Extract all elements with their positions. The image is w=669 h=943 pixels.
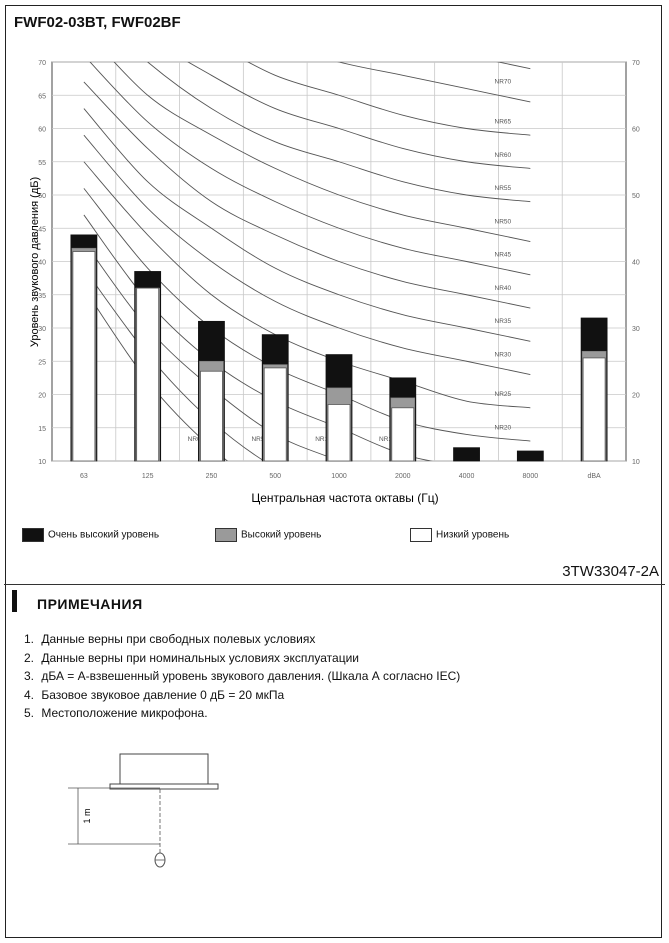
- model-title: FWF02-03BT, FWF02BF: [14, 14, 181, 31]
- nr-curve-nr35: [83, 108, 531, 342]
- nr-curve-nr40: [83, 81, 531, 309]
- bar-very-high-4000: [453, 447, 480, 462]
- x-tick-label: 2000: [395, 473, 411, 480]
- right-tick-label: 70: [632, 60, 640, 67]
- x-tick-label: 8000: [523, 473, 539, 480]
- bar-low-500: [263, 367, 287, 462]
- nr-curve-label: NR50: [495, 218, 512, 225]
- y-tick-label: 65: [38, 93, 46, 100]
- nr-curve-label: NR10: [315, 436, 332, 443]
- divider: [4, 584, 665, 585]
- nr-curve-nr45: [89, 62, 531, 276]
- legend-label-very-high: Очень высокий уровень: [48, 529, 160, 541]
- nr-curve-nr30: [83, 134, 531, 375]
- legend-item-low: Низкий уровень: [410, 528, 509, 542]
- x-tick-label: 1000: [331, 473, 347, 480]
- legend-label-low: Низкий уровень: [436, 529, 510, 541]
- x-tick-label: 63: [80, 473, 88, 480]
- y-tick-label: 30: [38, 326, 46, 333]
- y-tick-label: 15: [38, 426, 46, 433]
- nr-curve-label: NR70: [495, 79, 512, 86]
- y-axis-label: Уровень звукового давления (дБ): [29, 177, 41, 347]
- bar-low-125: [136, 287, 160, 462]
- nr-curve-nr60: [187, 62, 531, 169]
- microphone-location-diagram: 1 m: [68, 753, 219, 868]
- nr-curve-nr65: [246, 62, 531, 136]
- right-tick-label: 40: [632, 260, 640, 267]
- nr-curve-nr70: [337, 62, 531, 103]
- chart-bars: [70, 234, 608, 462]
- right-tick-label: 50: [632, 193, 640, 200]
- document-id: 3TW33047-2A: [562, 563, 659, 580]
- notes-list: 1. Данные верны при свободных полевых ус…: [24, 630, 460, 723]
- y-tick-label: 10: [38, 459, 46, 466]
- x-tick-label: dBA: [587, 473, 601, 480]
- nr-curve-label: NR15: [379, 436, 396, 443]
- microphone-icon: [154, 852, 166, 868]
- bar-low-63: [72, 251, 96, 462]
- y-tick-label: 55: [38, 160, 46, 167]
- note-item: 5. Местоположение микрофона.: [24, 706, 208, 720]
- nr-curve-label: NR5: [251, 436, 264, 443]
- bar-low-1000: [327, 404, 351, 462]
- y-tick-label: 60: [38, 127, 46, 134]
- notes-marker: [12, 590, 17, 612]
- y-tick-label: 20: [38, 393, 46, 400]
- legend-swatch-very-high: [22, 528, 44, 542]
- mic-distance-label: 1 m: [82, 808, 92, 823]
- nr-curve-nr75: [496, 62, 531, 70]
- note-item: 3. дБА = А-взвешенный уровень звукового …: [24, 669, 461, 683]
- bar-low-2000: [391, 407, 415, 462]
- nr-curve-label: NR0: [188, 436, 201, 443]
- nr-curve-label: NR35: [495, 318, 512, 325]
- nr-curve-label: NR30: [495, 351, 512, 358]
- ceiling-line: [109, 783, 219, 790]
- nr-curve-label: NR60: [495, 152, 512, 159]
- nr-curve-label: NR55: [495, 185, 512, 192]
- y-tick-label: 25: [38, 359, 46, 366]
- nr-curve-nr20: [83, 188, 531, 442]
- nr-curve-nr50: [113, 62, 531, 242]
- y-tick-label: 35: [38, 293, 46, 300]
- legend-item-very-high: Очень высокий уровень: [22, 528, 159, 542]
- unit-body: [119, 753, 209, 785]
- right-tick-label: 60: [632, 127, 640, 134]
- sound-pressure-chart: NR0 NR5 NR10 NR15 NR20 NR25 NR30 NR35 NR40 NR45 NR…: [29, 60, 640, 505]
- nr-curve-label: NR45: [495, 252, 512, 259]
- right-tick-label: 10: [632, 459, 640, 466]
- y-tick-label: 45: [38, 226, 46, 233]
- nr-curve-nr55: [146, 62, 531, 203]
- right-tick-label: 20: [632, 393, 640, 400]
- legend-swatch-low: [410, 528, 432, 542]
- nr-curve-label: NR40: [495, 285, 512, 292]
- x-tick-label: 250: [206, 473, 218, 480]
- legend-swatch-high: [215, 528, 237, 542]
- notes-title: ПРИМЕЧАНИЯ: [37, 596, 143, 612]
- bar-low-dBA: [582, 357, 606, 462]
- legend-item-high: Высокий уровень: [215, 528, 321, 542]
- y-tick-label: 50: [38, 193, 46, 200]
- note-item: 2. Данные верны при номинальных условиях…: [24, 650, 359, 665]
- x-axis-label: Центральная частота октавы (Гц): [251, 491, 438, 505]
- note-item: 4. Базовое звуковое давление 0 дБ = 20 м…: [24, 687, 285, 702]
- nr-curve-nr25: [83, 161, 531, 409]
- x-tick-label: 125: [142, 473, 154, 480]
- legend-label-high: Высокий уровень: [241, 529, 322, 541]
- page-frame: [5, 5, 662, 938]
- x-tick-label: 500: [269, 473, 281, 480]
- bar-very-high-8000: [516, 450, 544, 462]
- x-tick-label: 4000: [459, 473, 475, 480]
- nr-curve-label: NR20: [495, 424, 512, 431]
- y-tick-label: 40: [38, 260, 46, 267]
- chart-axes: 10 15 20 25 30 35 40 45 50 55 60 65 70 63 125 250 500 100…: [38, 60, 640, 480]
- note-item: 1. Данные верны при свободных полевых ус…: [24, 632, 316, 646]
- right-tick-label: 30: [632, 326, 640, 333]
- nr-curve-label: NR65: [495, 119, 512, 126]
- y-tick-label: 70: [38, 60, 46, 67]
- bar-low-250: [200, 370, 223, 462]
- nr-curve-label: NR25: [495, 391, 512, 398]
